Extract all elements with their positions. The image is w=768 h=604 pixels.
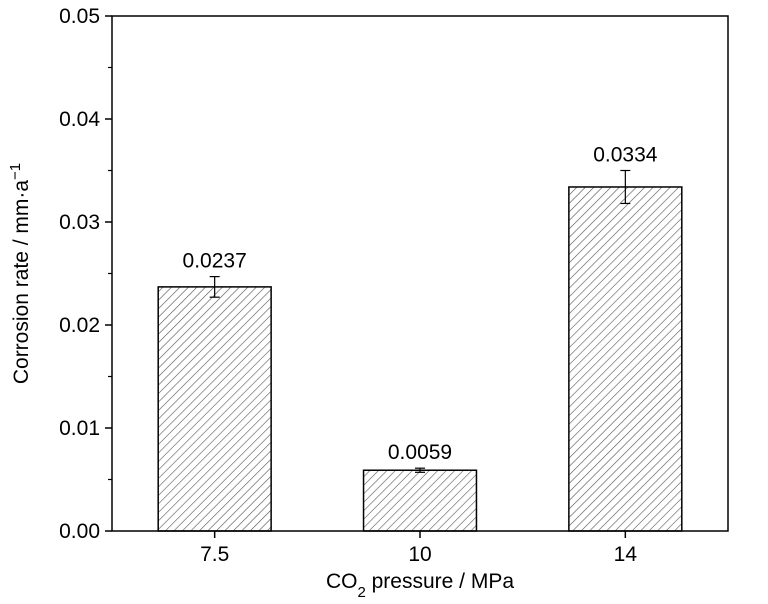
- y-axis: 0.00 0.01 0.02 0.03 0.04 0.05: [59, 5, 112, 543]
- error-bar-10: [415, 467, 425, 473]
- error-bar-7.5: [209, 275, 220, 298]
- x-axis-title: CO2 pressure / MPa: [326, 570, 514, 601]
- data-label-7.5: 0.0237: [183, 250, 247, 273]
- bar-7.5: [157, 286, 272, 532]
- data-labels-layer: 0.0237 0.0059 0.0334: [183, 144, 658, 465]
- y-tick-label-0.04: 0.04: [59, 108, 100, 131]
- x-axis: 7.5 10 14: [200, 531, 637, 566]
- error-bars-layer: [209, 169, 631, 473]
- y-tick-label-0.02: 0.02: [59, 314, 100, 337]
- y-tick-label-0.05: 0.05: [59, 5, 100, 28]
- y-tick-label-0.00: 0.00: [59, 520, 100, 543]
- bars-layer: [157, 186, 683, 532]
- x-tick-label-14: 14: [614, 543, 638, 566]
- y-axis-title: Corrosion rate / mm·a−1: [7, 163, 34, 384]
- data-label-14: 0.0334: [593, 144, 658, 167]
- y-tick-label-0.03: 0.03: [59, 211, 100, 234]
- x-tick-label-10: 10: [408, 543, 431, 566]
- x-tick-label-7.5: 7.5: [200, 543, 229, 566]
- bar-10: [362, 469, 478, 532]
- error-bar-14: [620, 169, 631, 205]
- bar-14: [568, 186, 683, 532]
- data-label-10: 0.0059: [388, 441, 452, 464]
- y-tick-label-0.01: 0.01: [59, 417, 100, 440]
